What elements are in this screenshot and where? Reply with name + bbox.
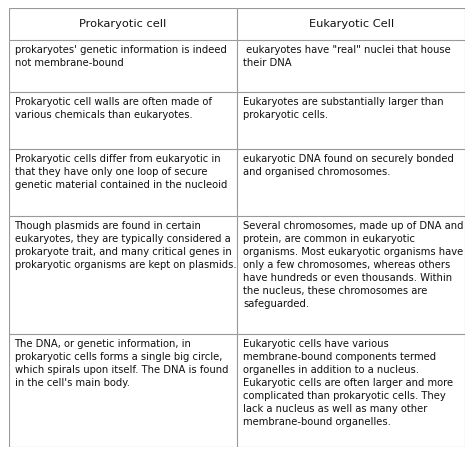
- Text: Though plasmids are found in certain
eukaryotes, they are typically considered a: Though plasmids are found in certain euk…: [15, 221, 236, 270]
- Text: prokaryotes' genetic information is indeed
not membrane-bound: prokaryotes' genetic information is inde…: [15, 45, 227, 68]
- Text: Eukaryotes are substantially larger than
prokaryotic cells.: Eukaryotes are substantially larger than…: [243, 97, 444, 120]
- Text: Prokaryotic cells differ from eukaryotic in
that they have only one loop of secu: Prokaryotic cells differ from eukaryotic…: [15, 154, 227, 190]
- Text: eukaryotic DNA found on securely bonded
and organised chromosomes.: eukaryotic DNA found on securely bonded …: [243, 154, 454, 177]
- Text: Prokaryotic cell: Prokaryotic cell: [79, 19, 166, 29]
- Text: The DNA, or genetic information, in
prokaryotic cells forms a single big circle,: The DNA, or genetic information, in prok…: [15, 339, 228, 388]
- Text: Several chromosomes, made up of DNA and
protein, are common in eukaryotic
organi: Several chromosomes, made up of DNA and …: [243, 221, 464, 309]
- Text: Eukaryotic Cell: Eukaryotic Cell: [309, 19, 394, 29]
- Text: Eukaryotic cells have various
membrane-bound components termed
organelles in add: Eukaryotic cells have various membrane-b…: [243, 339, 453, 427]
- Text: eukaryotes have "real" nuclei that house
their DNA: eukaryotes have "real" nuclei that house…: [243, 45, 451, 68]
- Text: Prokaryotic cell walls are often made of
various chemicals than eukaryotes.: Prokaryotic cell walls are often made of…: [15, 97, 211, 120]
